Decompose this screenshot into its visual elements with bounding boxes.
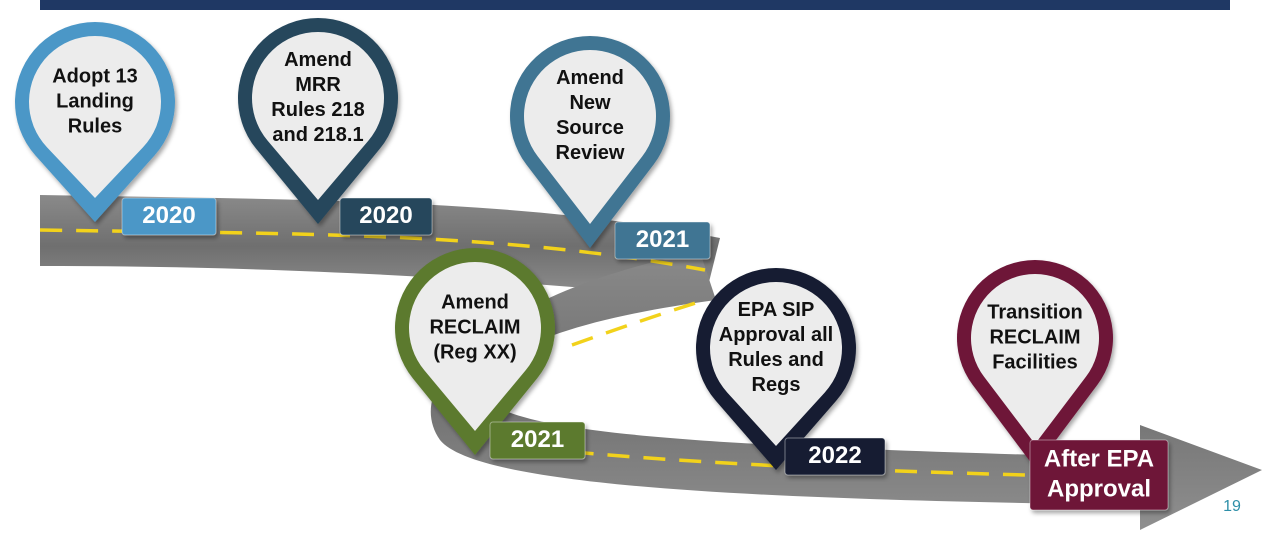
pin-label: Rules — [68, 115, 122, 137]
year-label: Approval — [1047, 475, 1151, 502]
pin-label: Amend — [441, 291, 509, 313]
pin-label: Review — [556, 142, 625, 164]
pin-label: Rules and — [728, 349, 824, 371]
pin-label: RECLAIM — [429, 316, 520, 338]
page-number: 19 — [1223, 498, 1241, 515]
slide: 19 Adopt 13 Landing Rules 2020 Amend MRR Rules… — [0, 0, 1272, 536]
pin-label: Amend — [284, 49, 352, 71]
pin-label: Rules 218 — [271, 99, 364, 121]
pin-label: New — [569, 92, 611, 114]
year-label: 2022 — [808, 442, 861, 469]
pin-label: and 218.1 — [272, 124, 363, 146]
pin-label: MRR — [295, 74, 341, 96]
year-label: After EPA — [1044, 445, 1154, 472]
year-label: 2021 — [511, 426, 564, 453]
pin-label: Approval all — [719, 324, 833, 346]
pin-label: Landing — [56, 90, 134, 112]
pin-label: Amend — [556, 67, 624, 89]
year-label: 2020 — [359, 202, 412, 229]
year-label: 2021 — [636, 226, 689, 253]
header-bar — [40, 0, 1230, 10]
pin-label: Facilities — [992, 351, 1078, 373]
pin-label: Regs — [752, 374, 801, 396]
year-label: 2020 — [142, 202, 195, 229]
pin-label: (Reg XX) — [433, 341, 516, 363]
pin-label: EPA SIP — [738, 299, 815, 321]
pin-label: Adopt 13 — [52, 65, 138, 87]
pin-label: Source — [556, 117, 624, 139]
pin-label: Transition — [987, 301, 1083, 323]
pin-label: RECLAIM — [989, 326, 1080, 348]
